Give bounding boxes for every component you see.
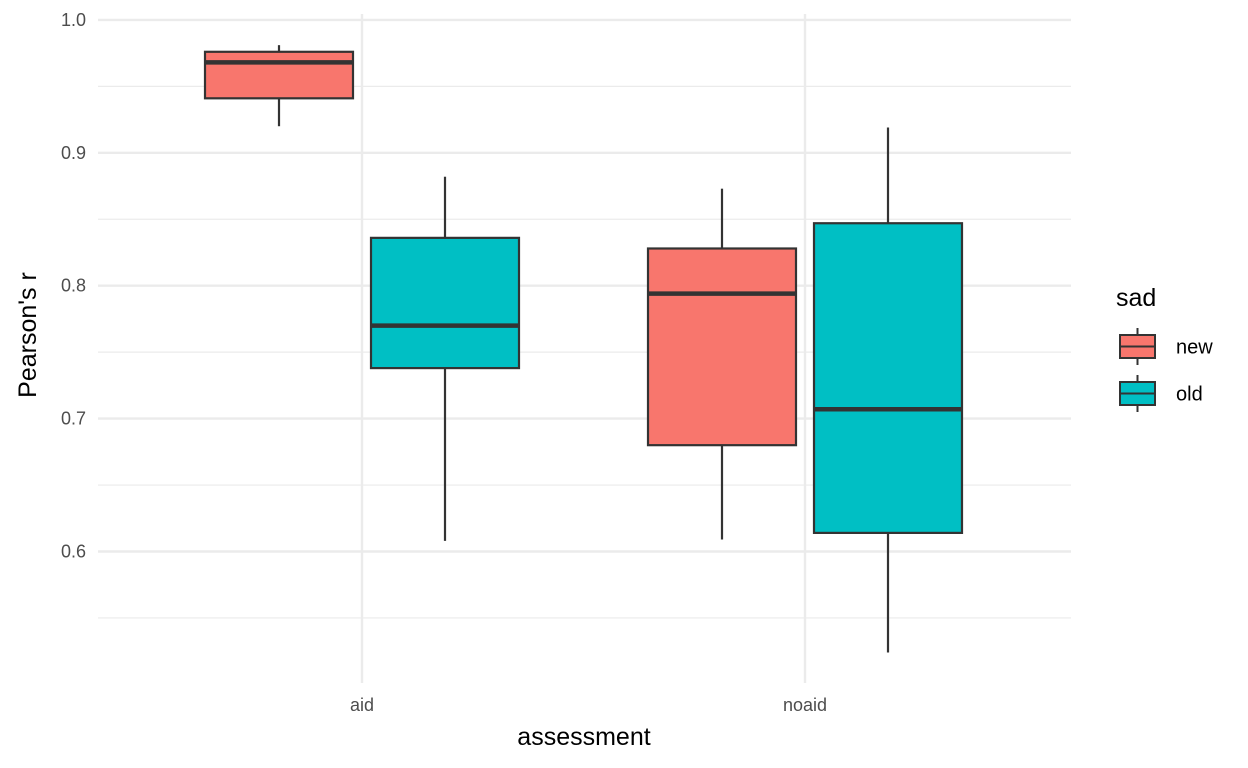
box-iqr: [646, 247, 798, 447]
legend-label: old: [1176, 384, 1203, 406]
x-tick-label: aid: [350, 695, 374, 715]
box-new-noaid: [646, 188, 798, 540]
box-iqr: [812, 222, 964, 534]
legend-item-new: new: [1119, 328, 1213, 365]
y-tick-label: 0.6: [61, 542, 86, 562]
x-tick-label: noaid: [783, 695, 827, 715]
x-axis-title: assessment: [517, 723, 650, 751]
y-tick-label: 0.7: [61, 409, 86, 429]
y-axis-title: Pearson's r: [14, 272, 42, 398]
legend-title: sad: [1116, 284, 1156, 312]
y-axis-ticks: 0.6 0.7 0.8 0.9 1.0: [61, 10, 86, 562]
y-tick-label: 0.8: [61, 276, 86, 296]
box-old-noaid: [812, 127, 964, 653]
x-axis-ticks: aid noaid: [350, 695, 827, 715]
box-iqr: [203, 50, 355, 100]
box-iqr: [369, 236, 521, 370]
box-new-aid: [203, 45, 355, 127]
legend-item-old: old: [1119, 375, 1203, 412]
y-tick-label: 1.0: [61, 10, 86, 30]
legend: sad new old: [1116, 284, 1213, 412]
grid-major: [98, 14, 1071, 683]
legend-label: new: [1176, 337, 1213, 359]
boxes: [203, 45, 964, 653]
y-tick-label: 0.9: [61, 143, 86, 163]
box-old-aid: [369, 176, 521, 541]
